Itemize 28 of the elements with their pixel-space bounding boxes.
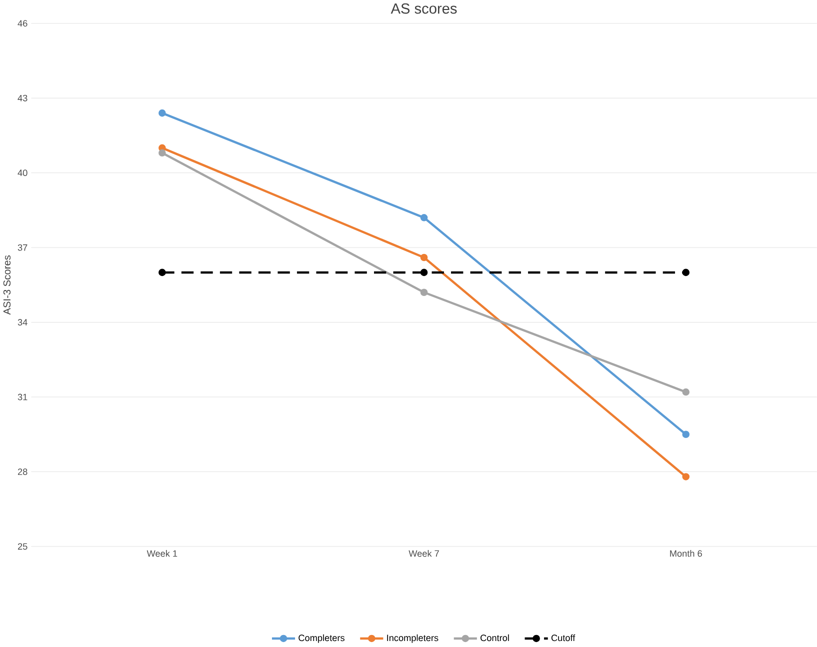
x-tick-label: Month 6: [670, 550, 702, 557]
x-tick-label: Week 1: [146, 550, 178, 557]
point: [682, 473, 690, 481]
point: [682, 269, 690, 276]
point: [682, 388, 690, 396]
point: [158, 149, 166, 157]
legend-label: Control: [480, 634, 509, 642]
point: [420, 269, 428, 276]
y-tick-label: 40: [18, 170, 28, 176]
y-tick-label: 43: [18, 95, 28, 102]
y-tick-label: 28: [18, 468, 28, 476]
x-tick-label: Week 7: [408, 550, 439, 557]
point: [420, 254, 428, 262]
point: [420, 214, 428, 222]
point: [158, 110, 166, 117]
legend-label: Incompleters: [387, 634, 438, 644]
y-tick-label: 37: [18, 244, 28, 251]
legend-label: Cutoff: [551, 634, 576, 642]
y-axis-title: ASI-3 Scores: [3, 256, 11, 315]
point: [420, 288, 428, 296]
chart-title: AS scores: [390, 4, 457, 14]
point: [682, 430, 690, 438]
y-tick-label: 46: [18, 20, 28, 27]
y-tick-label: 34: [18, 319, 28, 326]
legend-label: Completers: [298, 634, 344, 644]
point: [158, 269, 166, 276]
y-tick-label: 25: [18, 543, 28, 550]
y-tick-label: 31: [18, 394, 28, 400]
